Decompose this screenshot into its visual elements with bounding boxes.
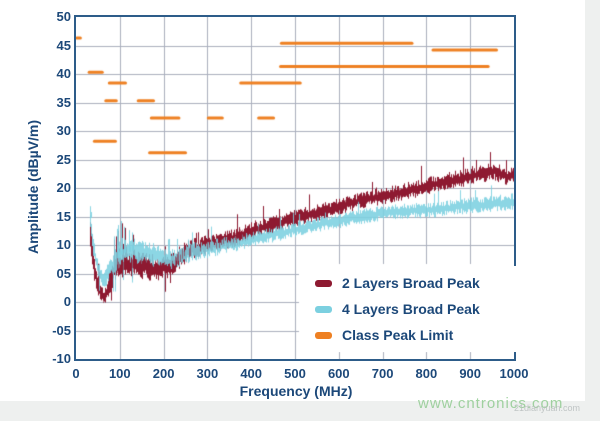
- y-tick-label: 45: [56, 37, 71, 53]
- x-tick-label: 600: [327, 366, 350, 381]
- legend-label-4-layers: 4 Layers Broad Peak: [342, 301, 480, 317]
- x-tick-label: 500: [284, 366, 306, 381]
- y-tick-label: 0: [63, 294, 71, 309]
- legend-swatch-2-layers: [315, 279, 332, 287]
- y-tick-label: 05: [56, 265, 71, 281]
- y-tick-label: 30: [56, 123, 71, 138]
- y-tick-label: 50: [56, 9, 71, 24]
- page-background-right: [585, 0, 600, 421]
- x-tick-label: 800: [415, 366, 438, 381]
- y-tick-label: 10: [56, 237, 71, 252]
- x-tick-label: 200: [152, 366, 175, 381]
- y-tick-label: 20: [56, 180, 71, 195]
- y-tick-label: 15: [56, 208, 71, 224]
- legend-swatch-4-layers: [315, 305, 332, 313]
- x-tick-label: 900: [459, 366, 482, 381]
- x-tick-label: 0: [72, 366, 80, 381]
- y-tick-label: 40: [56, 66, 71, 81]
- legend-item-class-peak-limit: Class Peak Limit: [315, 322, 517, 348]
- watermark-dianyuan: 21dianyuan.com: [514, 403, 581, 413]
- y-tick-label: -10: [52, 351, 71, 366]
- x-tick-label: 700: [371, 366, 394, 381]
- x-tick-label: 300: [196, 366, 219, 381]
- x-tick-label: 1000: [499, 366, 529, 381]
- legend: 2 Layers Broad Peak 4 Layers Broad Peak …: [301, 266, 517, 352]
- legend-item-4-layers: 4 Layers Broad Peak: [315, 296, 517, 322]
- legend-label-class-peak-limit: Class Peak Limit: [342, 327, 454, 343]
- x-axis-title: Frequency (MHz): [239, 383, 353, 399]
- y-tick-label: 35: [56, 94, 71, 110]
- x-tick-label: 400: [240, 366, 263, 381]
- legend-item-2-layers: 2 Layers Broad Peak: [315, 270, 517, 296]
- y-tick-label: -05: [52, 322, 71, 338]
- legend-swatch-class-peak-limit: [315, 331, 332, 339]
- x-tick-label: 100: [108, 366, 131, 381]
- page-background-bottom: [0, 401, 600, 421]
- legend-label-2-layers: 2 Layers Broad Peak: [342, 275, 480, 291]
- watermark-cntronics: www.cntronics.com: [418, 395, 564, 412]
- y-tick-label: 25: [56, 151, 71, 167]
